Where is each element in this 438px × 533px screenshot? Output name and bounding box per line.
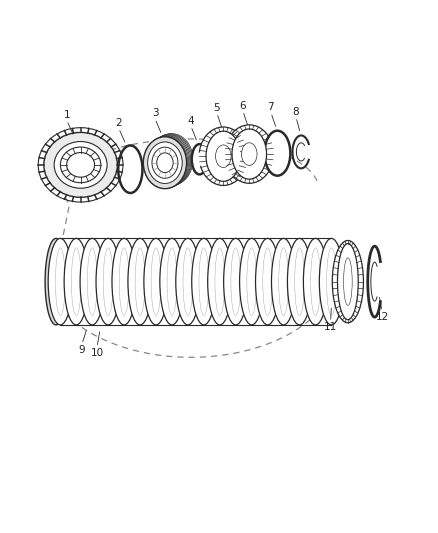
- Ellipse shape: [152, 147, 178, 178]
- Text: 11: 11: [324, 322, 337, 332]
- Text: 12: 12: [375, 312, 389, 321]
- Ellipse shape: [96, 238, 120, 325]
- Ellipse shape: [241, 143, 257, 165]
- Ellipse shape: [145, 136, 189, 188]
- Ellipse shape: [224, 238, 248, 325]
- Text: 9: 9: [78, 344, 85, 354]
- Ellipse shape: [208, 238, 232, 325]
- Ellipse shape: [144, 238, 168, 325]
- Text: 6: 6: [240, 101, 246, 111]
- Ellipse shape: [295, 248, 304, 316]
- Ellipse shape: [157, 153, 173, 173]
- Ellipse shape: [118, 146, 142, 193]
- Ellipse shape: [206, 131, 240, 181]
- Ellipse shape: [265, 131, 290, 176]
- Ellipse shape: [149, 134, 192, 186]
- Ellipse shape: [87, 248, 97, 316]
- Ellipse shape: [332, 240, 364, 323]
- Ellipse shape: [45, 238, 67, 325]
- Ellipse shape: [80, 238, 104, 325]
- Ellipse shape: [56, 248, 65, 316]
- Ellipse shape: [272, 238, 296, 325]
- Ellipse shape: [128, 238, 152, 325]
- Ellipse shape: [54, 142, 107, 188]
- Ellipse shape: [196, 152, 203, 166]
- Ellipse shape: [148, 142, 182, 183]
- Ellipse shape: [215, 248, 225, 316]
- Text: 1: 1: [64, 110, 70, 120]
- Ellipse shape: [319, 238, 343, 325]
- Ellipse shape: [231, 248, 240, 316]
- Ellipse shape: [67, 152, 95, 177]
- Ellipse shape: [240, 238, 264, 325]
- Ellipse shape: [271, 142, 284, 165]
- Ellipse shape: [311, 248, 320, 316]
- Ellipse shape: [150, 134, 193, 185]
- Ellipse shape: [44, 132, 117, 197]
- Text: 3: 3: [152, 108, 158, 118]
- Ellipse shape: [327, 248, 336, 316]
- Ellipse shape: [192, 144, 207, 174]
- Ellipse shape: [343, 258, 352, 305]
- Ellipse shape: [232, 129, 267, 179]
- Ellipse shape: [287, 238, 312, 325]
- Ellipse shape: [143, 137, 187, 189]
- Text: 8: 8: [293, 107, 299, 117]
- Text: 4: 4: [187, 116, 194, 126]
- Ellipse shape: [160, 238, 184, 325]
- Ellipse shape: [215, 145, 231, 167]
- Ellipse shape: [183, 248, 193, 316]
- Ellipse shape: [112, 238, 136, 325]
- Ellipse shape: [151, 248, 161, 316]
- Ellipse shape: [119, 248, 129, 316]
- Ellipse shape: [64, 238, 88, 325]
- Ellipse shape: [48, 238, 72, 325]
- Text: 7: 7: [268, 102, 274, 112]
- Ellipse shape: [124, 156, 137, 182]
- Ellipse shape: [338, 244, 358, 320]
- Ellipse shape: [143, 137, 187, 189]
- Ellipse shape: [247, 248, 257, 316]
- Ellipse shape: [60, 147, 101, 183]
- Ellipse shape: [103, 248, 113, 316]
- Text: 10: 10: [91, 348, 104, 358]
- Ellipse shape: [304, 238, 328, 325]
- Ellipse shape: [176, 238, 200, 325]
- Ellipse shape: [199, 248, 208, 316]
- Ellipse shape: [199, 127, 247, 185]
- Ellipse shape: [225, 125, 273, 183]
- Ellipse shape: [147, 135, 190, 187]
- Ellipse shape: [192, 238, 216, 325]
- Ellipse shape: [71, 248, 81, 316]
- Ellipse shape: [255, 238, 280, 325]
- Ellipse shape: [279, 248, 289, 316]
- Text: 2: 2: [115, 118, 122, 128]
- Ellipse shape: [135, 248, 145, 316]
- Text: 5: 5: [214, 103, 220, 113]
- Ellipse shape: [263, 248, 272, 316]
- Ellipse shape: [145, 136, 187, 188]
- Ellipse shape: [148, 135, 191, 187]
- Ellipse shape: [167, 248, 177, 316]
